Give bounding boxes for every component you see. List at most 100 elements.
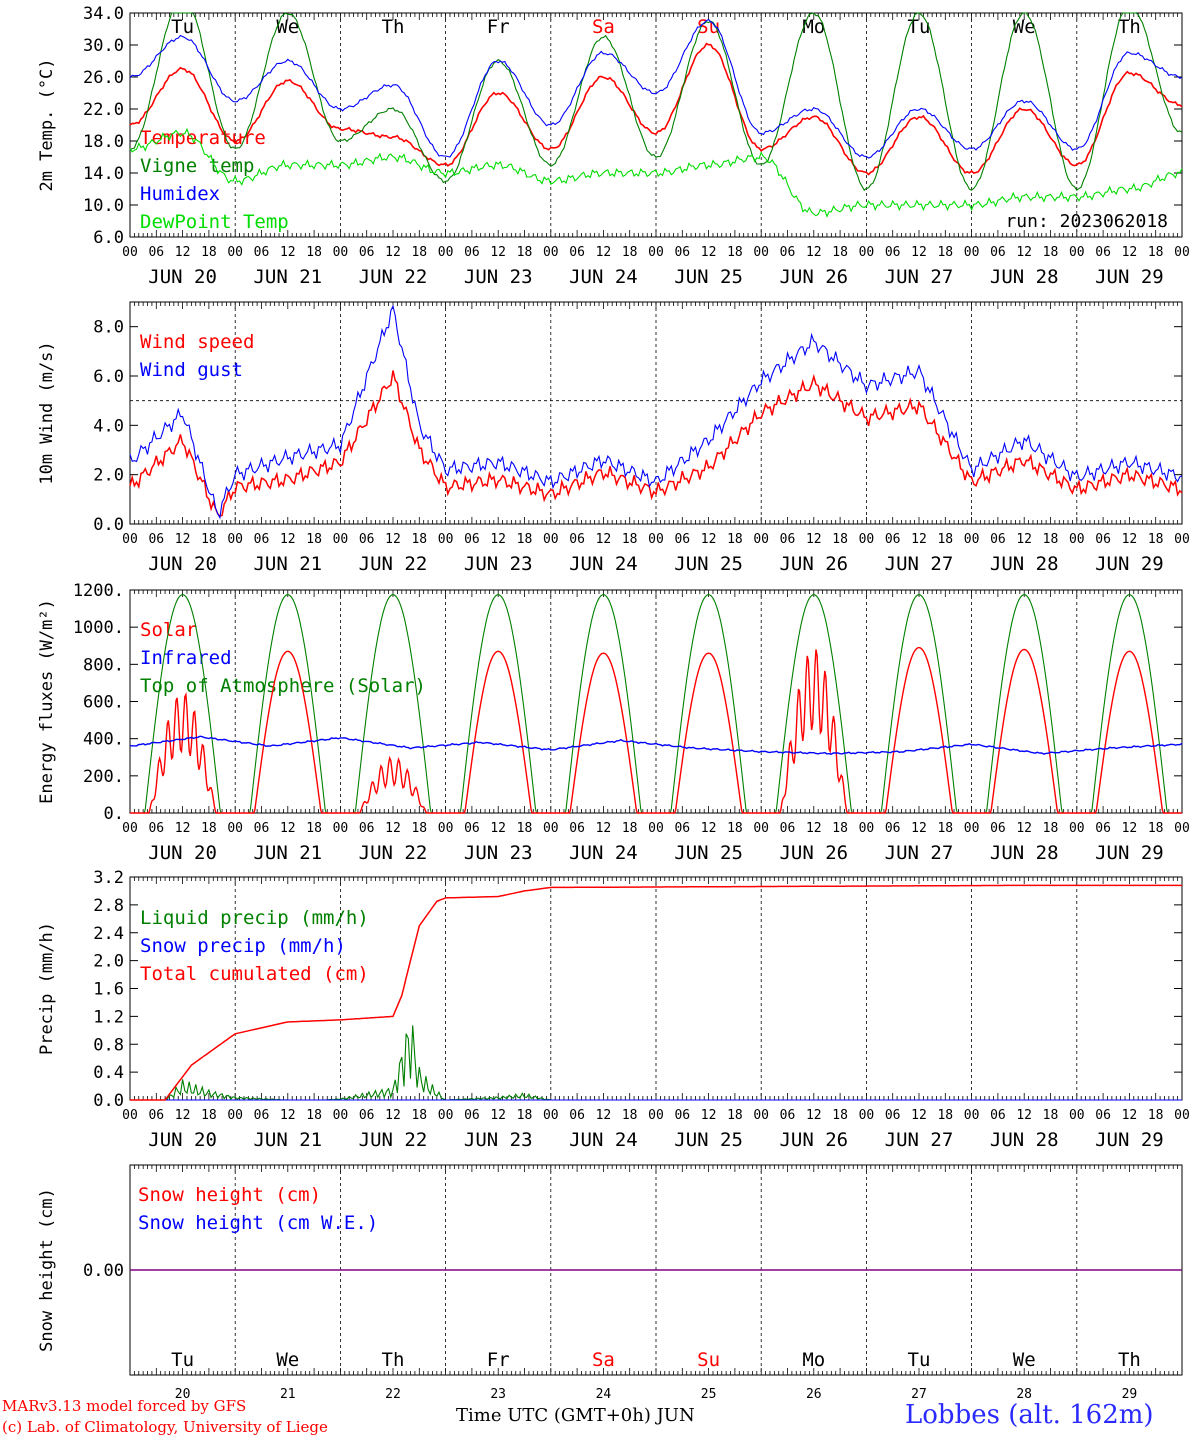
date-label: JUN 29 [1095, 842, 1164, 864]
panel-2: 0.0 2.0 4.0 6.0 8.0 10m Wind (m/s) Wind speed W… [37, 301, 1190, 575]
panel-frame [129, 12, 1183, 238]
y-tick-label: 34.0 [83, 4, 124, 24]
day-number: 23 [490, 1387, 506, 1402]
weekday-label: Su [697, 1349, 720, 1371]
hour-tick-label: 12 [385, 821, 401, 836]
legend-entry: Snow height (cm) [138, 1184, 321, 1206]
date-label: JUN 21 [253, 553, 322, 575]
hour-tick-label: 12 [806, 245, 822, 260]
date-label: JUN 25 [674, 1129, 743, 1151]
hour-tick-label: 00 [438, 1108, 454, 1123]
y-tick-label: 8.0 [93, 318, 124, 338]
legend-entry: Humidex [140, 183, 220, 205]
hour-tick-label: 18 [1043, 1108, 1059, 1123]
date-label: JUN 23 [464, 1129, 533, 1151]
hour-tick-label: 12 [385, 1108, 401, 1123]
date-label: JUN 23 [464, 553, 533, 575]
hour-tick-label: 18 [306, 821, 322, 836]
hour-tick-label: 18 [832, 532, 848, 547]
hour-tick-label: 00 [648, 821, 664, 836]
weekday-label: We [1013, 1349, 1036, 1371]
hour-tick-label: 06 [780, 821, 796, 836]
series-line [129, 370, 1183, 518]
hour-tick-label: 06 [885, 821, 901, 836]
hour-tick-label: 18 [517, 245, 533, 260]
hour-tick-label: 12 [175, 245, 191, 260]
y-tick-label: 600. [83, 693, 124, 713]
hour-tick-label: 06 [674, 821, 690, 836]
y-axis-label: 2m Temp. (°C) [37, 58, 57, 191]
hour-tick-label: 00 [543, 1108, 559, 1123]
hour-tick-label: 12 [701, 245, 717, 260]
hour-tick-label: 18 [411, 1108, 427, 1123]
date-label: JUN 20 [148, 266, 217, 288]
date-label: JUN 24 [569, 1129, 638, 1151]
date-label: JUN 29 [1095, 266, 1164, 288]
date-label: JUN 24 [569, 842, 638, 864]
hour-tick-label: 12 [1016, 532, 1032, 547]
y-tick-label: 1200. [73, 581, 124, 601]
hour-tick-label: 18 [1148, 245, 1164, 260]
date-label: JUN 28 [990, 842, 1059, 864]
hour-tick-label: 06 [674, 532, 690, 547]
hour-tick-label: 00 [333, 1108, 349, 1123]
hour-tick-label: 12 [911, 1108, 927, 1123]
hour-tick-label: 12 [911, 245, 927, 260]
hour-tick-label: 18 [201, 532, 217, 547]
hour-tick-label: 06 [464, 532, 480, 547]
hour-tick-label: 12 [1122, 245, 1138, 260]
date-label: JUN 28 [990, 553, 1059, 575]
y-tick-label: 2.8 [93, 896, 124, 916]
y-axis-label: Energy fluxes (W/m²) [37, 599, 57, 804]
hour-tick-label: 06 [780, 245, 796, 260]
legend-entry: Snow precip (mm/h) [140, 935, 346, 957]
hour-tick-label: 18 [411, 821, 427, 836]
hour-tick-label: 18 [306, 245, 322, 260]
hour-tick-label: 12 [490, 532, 506, 547]
date-label: JUN 21 [253, 266, 322, 288]
hour-tick-label: 12 [175, 1108, 191, 1123]
weekday-label: Tu [171, 1349, 194, 1371]
y-tick-label: 0.8 [93, 1035, 124, 1055]
hour-tick-label: 18 [517, 821, 533, 836]
series-line [130, 646, 1182, 814]
day-number: 25 [701, 1387, 717, 1402]
date-label: JUN 25 [674, 553, 743, 575]
run-annotation: run: 2023062018 [1005, 211, 1168, 232]
hour-tick-label: 12 [806, 532, 822, 547]
model-credit: MARv3.13 model forced by GFS [2, 1397, 247, 1415]
y-tick-label: 0. [104, 804, 124, 824]
y-tick-label: 400. [83, 730, 124, 750]
legend-entry: Snow height (cm W.E.) [138, 1212, 378, 1234]
date-label: JUN 20 [148, 842, 217, 864]
weekday-label: Mo [802, 16, 825, 38]
hour-tick-label: 18 [832, 821, 848, 836]
hour-tick-label: 00 [438, 245, 454, 260]
hour-tick-label: 00 [122, 821, 138, 836]
hour-tick-label: 06 [569, 532, 585, 547]
hour-tick-label: 06 [254, 532, 270, 547]
hour-tick-label: 12 [1122, 532, 1138, 547]
hour-tick-label: 00 [964, 1108, 980, 1123]
legend-entry: Vigne temp [140, 155, 254, 177]
date-label: JUN 20 [148, 1129, 217, 1151]
time-axis-label: Time UTC (GMT+0h) JUN [456, 1405, 695, 1426]
legend-entry: DewPoint Temp [140, 211, 289, 233]
panel-4: 0.0 0.4 0.8 1.2 1.6 2.0 2.4 2.8 3.2 Precip (mm/h)… [37, 868, 1190, 1151]
hour-tick-label: 06 [569, 245, 585, 260]
hour-tick-label: 18 [937, 245, 953, 260]
hour-tick-label: 12 [280, 821, 296, 836]
hour-tick-label: 00 [1174, 1108, 1190, 1123]
lab-credit: (c) Lab. of Climatology, University of L… [2, 1418, 328, 1436]
hour-tick-label: 00 [648, 245, 664, 260]
hour-tick-label: 18 [1043, 245, 1059, 260]
legend-entry: Liquid precip (mm/h) [140, 907, 369, 929]
legend-entry: Infrared [140, 647, 232, 669]
y-tick-label: 1.2 [93, 1007, 124, 1027]
panel-5: Snow height (cm) 0.00 Snow height (cm) Snow… [37, 1164, 1183, 1402]
y-tick-label: 800. [83, 655, 124, 675]
hour-tick-label: 06 [1095, 1108, 1111, 1123]
hour-tick-label: 00 [1069, 821, 1085, 836]
hour-tick-label: 00 [122, 532, 138, 547]
hour-tick-label: 00 [964, 821, 980, 836]
